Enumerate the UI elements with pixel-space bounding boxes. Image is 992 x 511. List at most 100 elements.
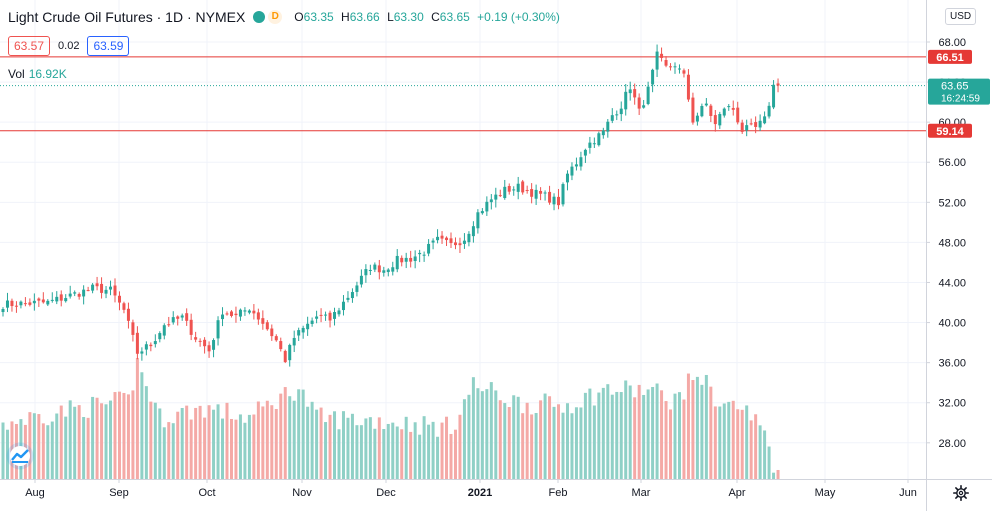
candle-body xyxy=(772,84,776,108)
volume-bar xyxy=(637,384,641,479)
volume-bar xyxy=(525,402,529,479)
volume-bar xyxy=(198,405,202,479)
candle-body xyxy=(749,123,753,125)
candle-body xyxy=(713,115,717,125)
candle-body xyxy=(565,173,569,183)
sell-price-button[interactable]: 63.57 xyxy=(8,36,51,56)
volume-bar xyxy=(695,376,699,479)
candle-body xyxy=(561,184,565,205)
candle-body xyxy=(404,257,408,262)
candle-body xyxy=(391,267,395,272)
candle-body xyxy=(579,157,583,167)
y-tick-label: 40.00 xyxy=(938,318,966,330)
data-delay-icon: D xyxy=(268,10,283,24)
symbol-title[interactable]: Light Crude Oil Futures · 1D · NYMEX xyxy=(8,9,246,25)
candle-body xyxy=(117,295,121,303)
candle-body xyxy=(400,257,404,263)
volume-bar xyxy=(247,414,251,479)
level-label: 66.51 xyxy=(936,52,964,64)
candle-body xyxy=(198,340,202,342)
ohlc-values: O63.35 H63.66 L63.30 C63.65 +0.19 (+0.30… xyxy=(294,10,564,24)
candle-body xyxy=(745,125,749,131)
volume-bar xyxy=(597,392,601,479)
candle-body xyxy=(624,91,628,110)
x-tick-label: Nov xyxy=(292,487,312,499)
volume-bar xyxy=(664,401,668,479)
candle-body xyxy=(552,196,556,205)
x-tick-label: Dec xyxy=(376,487,396,499)
volume-bar xyxy=(427,424,431,479)
volume-bar xyxy=(395,426,399,479)
volume-bars xyxy=(1,357,780,479)
candle-body xyxy=(59,294,63,301)
volume-bar xyxy=(185,405,189,479)
candle-body xyxy=(5,300,9,308)
volume-bar xyxy=(776,469,780,479)
volume-bar xyxy=(763,430,767,479)
candle-body xyxy=(543,192,547,194)
candle-body xyxy=(633,89,637,98)
candle-body xyxy=(628,89,632,94)
candle-body xyxy=(315,316,319,319)
volume-bar xyxy=(37,414,41,479)
candle-body xyxy=(691,97,695,123)
candle-body xyxy=(256,312,260,320)
volume-bar xyxy=(221,418,225,479)
volume-bar xyxy=(171,423,175,479)
volume-bar xyxy=(736,409,740,479)
volume-bar xyxy=(588,388,592,479)
volume-bar xyxy=(512,395,516,479)
candle-body xyxy=(185,313,189,321)
volume-bar xyxy=(140,372,144,479)
candle-body xyxy=(109,286,113,290)
candle-body xyxy=(153,341,157,345)
volume-bar xyxy=(301,389,305,479)
candle-body xyxy=(731,107,735,110)
candle-body xyxy=(359,275,363,285)
volume-bar xyxy=(583,392,587,479)
candle-body xyxy=(588,142,592,148)
volume-bar xyxy=(543,393,547,479)
candle-body xyxy=(382,270,386,273)
volume-bar xyxy=(1,422,5,479)
volume-bar xyxy=(212,409,216,479)
candle-body xyxy=(660,53,664,58)
x-tick-label: Oct xyxy=(198,487,215,499)
candle-body xyxy=(449,238,453,244)
candle-body xyxy=(1,309,5,313)
volume-bar xyxy=(373,428,377,479)
volume-bar xyxy=(341,411,345,479)
volume-bar xyxy=(740,409,744,479)
last-price-label: 63.65 xyxy=(941,81,969,93)
volume-bar xyxy=(382,429,386,479)
candle-body xyxy=(521,181,525,193)
volume-bar xyxy=(436,436,440,479)
candle-body xyxy=(704,103,708,106)
bid-ask-panel: 63.57 0.02 63.59 xyxy=(8,36,130,56)
x-tick-label: Sep xyxy=(109,487,129,499)
volume-bar xyxy=(73,406,77,479)
volume-bar xyxy=(113,392,117,479)
volume-bar xyxy=(552,406,556,479)
candle-body xyxy=(610,115,614,121)
level-label-bg xyxy=(928,49,972,64)
volume-bar xyxy=(104,404,108,479)
volume-bar xyxy=(131,390,135,479)
currency-button[interactable]: USD xyxy=(945,8,977,25)
horizontal-levels[interactable] xyxy=(0,56,926,132)
volume-bar xyxy=(727,401,731,479)
volume-bar xyxy=(350,413,354,479)
high-value: 63.66 xyxy=(349,10,380,24)
volume-bar xyxy=(655,383,659,479)
buy-price-button[interactable]: 63.59 xyxy=(87,36,130,56)
volume-bar xyxy=(489,382,493,479)
volume-bar xyxy=(55,413,59,479)
candle-body xyxy=(637,97,641,109)
candle-body xyxy=(176,316,180,319)
volume-bar xyxy=(95,397,99,479)
candle-body xyxy=(310,320,314,324)
gear-icon[interactable] xyxy=(953,485,969,501)
candle-body xyxy=(534,189,538,199)
